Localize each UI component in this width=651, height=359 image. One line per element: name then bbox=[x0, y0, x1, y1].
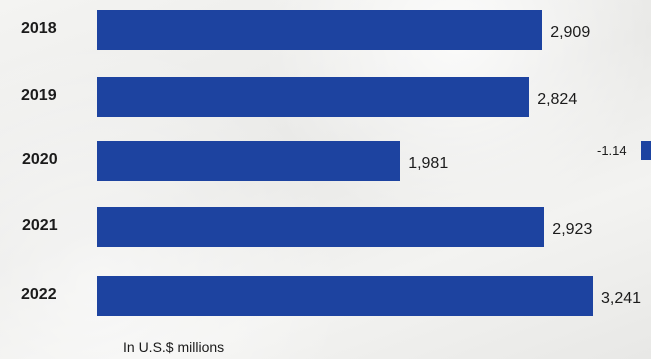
side-change-marker bbox=[641, 141, 651, 160]
bar-2021 bbox=[97, 207, 545, 247]
value-label-2021: 2,923 bbox=[552, 221, 593, 238]
year-label-2022: 2022 bbox=[21, 286, 57, 303]
bar-2018 bbox=[97, 10, 543, 50]
bar-2019 bbox=[97, 77, 530, 117]
units-note: In U.S.$ millions bbox=[123, 339, 225, 355]
bar-2022 bbox=[97, 276, 593, 316]
bar-2020 bbox=[97, 141, 401, 181]
side-change-label: -1.14 bbox=[597, 143, 627, 158]
year-label-2020: 2020 bbox=[22, 151, 58, 168]
value-label-2019: 2,824 bbox=[537, 91, 578, 108]
value-label-2020: 1,981 bbox=[408, 155, 449, 172]
value-label-2018: 2,909 bbox=[550, 24, 591, 41]
value-label-2022: 3,241 bbox=[601, 290, 642, 307]
year-label-2019: 2019 bbox=[21, 87, 57, 104]
year-label-2021: 2021 bbox=[22, 217, 58, 234]
year-label-2018: 2018 bbox=[21, 20, 57, 37]
